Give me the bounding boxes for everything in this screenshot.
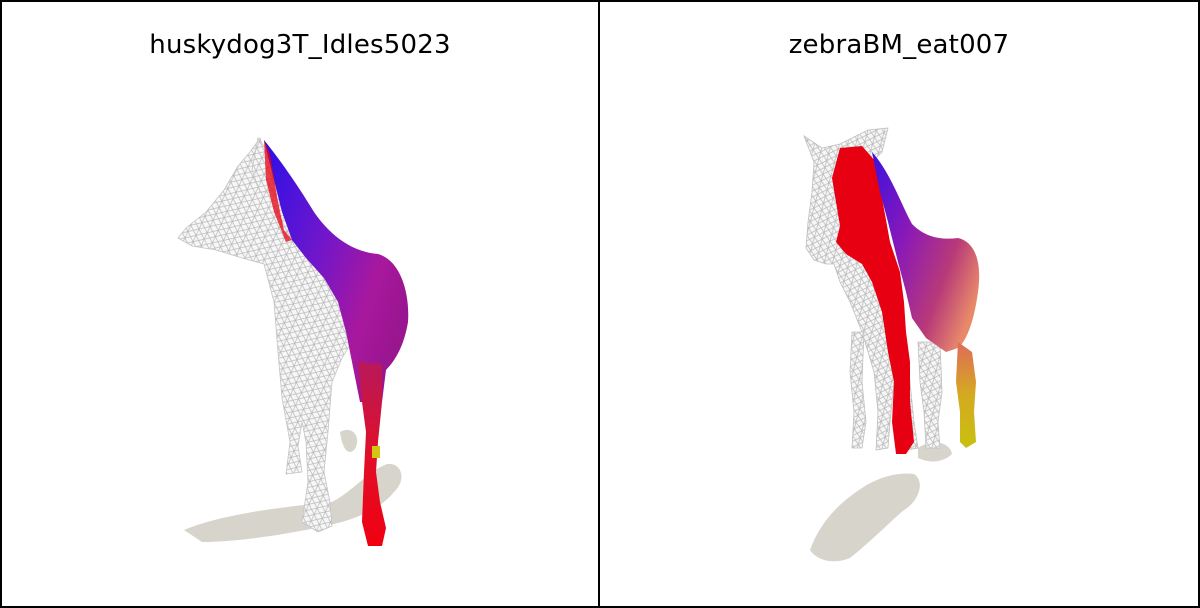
panel-zebra: zebraBM_eat007	[600, 2, 1198, 606]
zebra-colored-body	[872, 152, 980, 352]
zebra-colored-leg	[956, 342, 976, 448]
panel-title-husky: huskydog3T_Idles5023	[149, 30, 451, 60]
panel-title-zebra: zebraBM_eat007	[788, 30, 1010, 60]
husky-render	[177, 137, 409, 546]
zebra-render	[803, 127, 980, 562]
zebra-colored-head	[832, 146, 914, 454]
husky-wire-mesh	[177, 137, 359, 533]
zebra-shadow	[810, 473, 920, 562]
panel-husky: huskydog3T_Idles5023	[2, 2, 600, 606]
husky-shadow	[184, 463, 402, 542]
husky-colored-body	[264, 140, 409, 402]
